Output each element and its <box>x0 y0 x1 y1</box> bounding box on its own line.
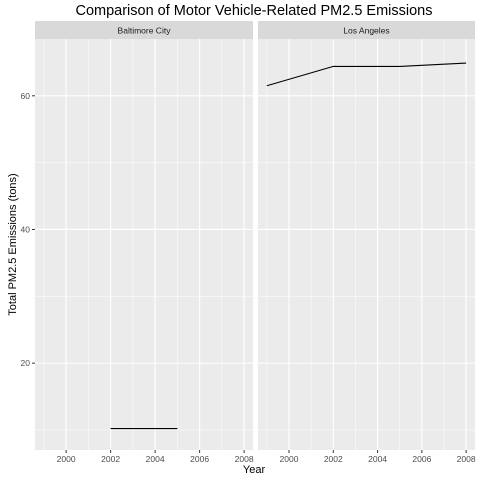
x-tick-label: 2006 <box>412 454 431 464</box>
x-tick-label: 2006 <box>190 454 209 464</box>
series-line-los-angeles <box>266 62 467 87</box>
y-tick-label: 40 <box>21 224 31 234</box>
gridlines <box>35 39 253 450</box>
facet-strip <box>258 21 475 39</box>
y-axis: 20 40 60 <box>21 91 35 368</box>
x-axis-title: Year <box>243 464 266 476</box>
facet-los-angeles: Los Angeles 2000 2002 2004 2006 2008 <box>258 21 476 464</box>
x-tick-label: 2000 <box>57 454 76 464</box>
y-tick-label: 20 <box>21 358 31 368</box>
series-layer <box>266 62 467 87</box>
facet-label: Baltimore City <box>118 26 172 36</box>
facet-label: Los Angeles <box>343 26 389 36</box>
facet-strip <box>35 21 253 39</box>
x-axis: 2000 2002 2004 2006 2008 <box>280 450 476 464</box>
facet-baltimore-city: Baltimore City 2000 2002 2004 2006 2008 <box>35 21 254 464</box>
x-tick-label: 2000 <box>280 454 299 464</box>
x-tick-label: 2008 <box>457 454 476 464</box>
x-tick-label: 2008 <box>235 454 254 464</box>
y-axis-title: Total PM2.5 Emissions (tons) <box>7 173 19 315</box>
x-tick-label: 2004 <box>146 454 165 464</box>
chart-title: Comparison of Motor Vehicle-Related PM2.… <box>75 3 432 19</box>
y-tick-label: 60 <box>21 91 31 101</box>
plot-panel <box>258 39 475 450</box>
x-tick-label: 2002 <box>101 454 120 464</box>
gridlines <box>258 39 475 450</box>
x-tick-label: 2004 <box>368 454 387 464</box>
plot-panel <box>35 39 253 450</box>
x-tick-label: 2002 <box>324 454 343 464</box>
x-axis: 2000 2002 2004 2006 2008 <box>57 450 254 464</box>
